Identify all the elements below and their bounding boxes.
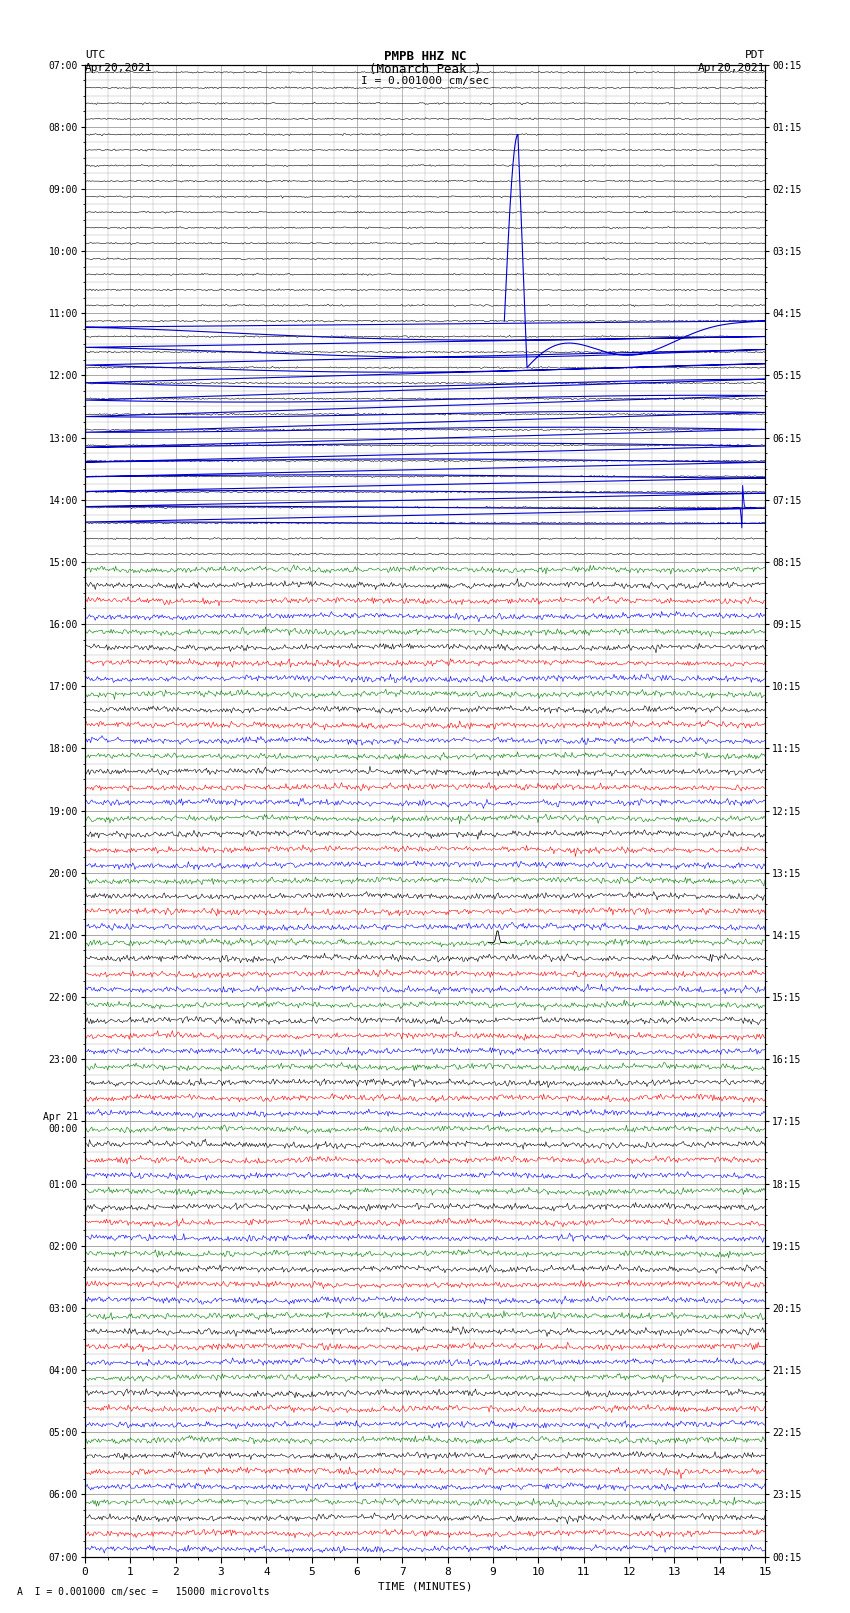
Text: UTC: UTC	[85, 50, 105, 60]
Text: I = 0.001000 cm/sec: I = 0.001000 cm/sec	[361, 76, 489, 85]
X-axis label: TIME (MINUTES): TIME (MINUTES)	[377, 1581, 473, 1590]
Text: A  I = 0.001000 cm/sec =   15000 microvolts: A I = 0.001000 cm/sec = 15000 microvolts	[17, 1587, 269, 1597]
Text: Apr20,2021: Apr20,2021	[698, 63, 765, 73]
Text: PDT: PDT	[745, 50, 765, 60]
Text: PMPB HHZ NC: PMPB HHZ NC	[383, 50, 467, 63]
Text: (Monarch Peak ): (Monarch Peak )	[369, 63, 481, 76]
Text: Apr20,2021: Apr20,2021	[85, 63, 152, 73]
